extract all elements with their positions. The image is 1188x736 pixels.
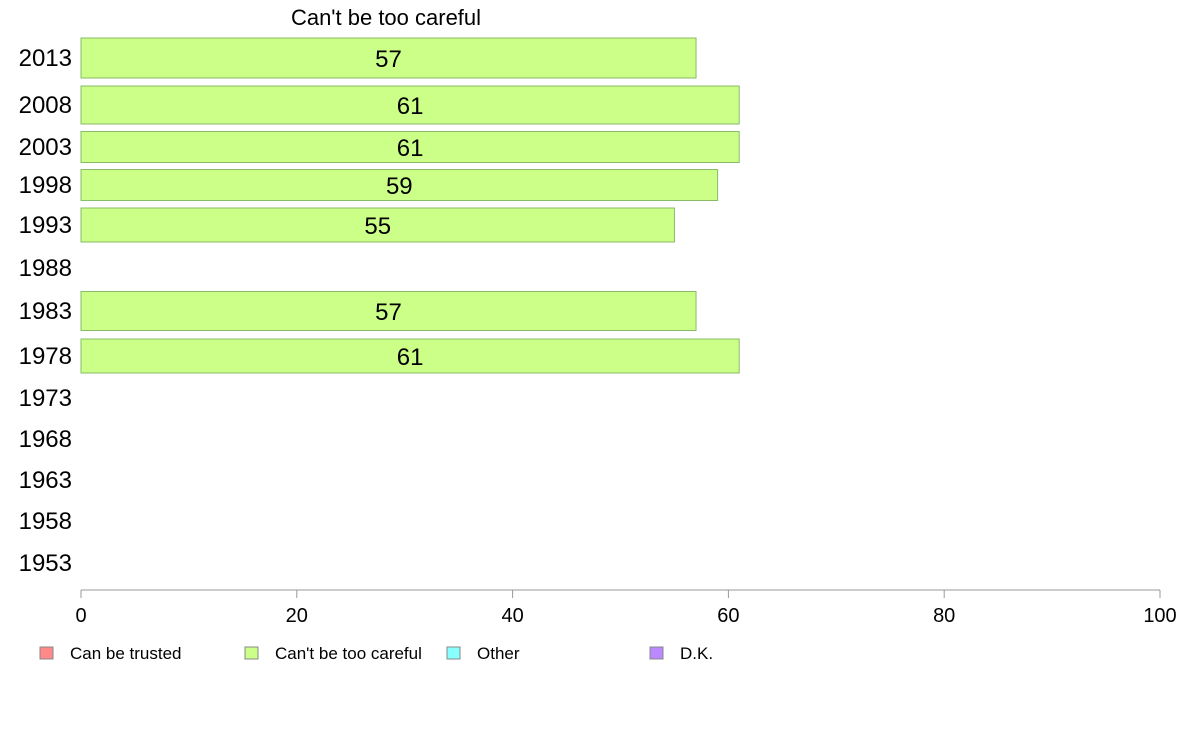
legend: Can be trusted Can't be too careful Other D… — [39, 644, 713, 663]
bars: 57 61 61 59 55 57 61 — [80, 37, 740, 374]
y-tick-label: 1973 — [19, 385, 72, 412]
bar — [80, 85, 740, 125]
legend-swatch — [649, 646, 664, 660]
legend-swatch — [244, 646, 259, 660]
y-tick-label: 2008 — [19, 92, 72, 119]
x-tick-label: 60 — [717, 605, 739, 627]
y-tick-label: 1958 — [19, 508, 72, 535]
chart-title: Can't be too careful — [291, 5, 481, 30]
x-tick-label: 40 — [501, 605, 523, 627]
bar-value-label: 61 — [397, 93, 424, 120]
legend-label: Other — [477, 644, 520, 663]
legend-label: D.K. — [680, 644, 713, 663]
bar — [80, 131, 740, 163]
y-tick-label: 2013 — [19, 45, 72, 72]
y-tick-label: 2003 — [19, 134, 72, 161]
y-tick-label: 1953 — [19, 550, 72, 577]
bar-value-label: 59 — [386, 173, 413, 200]
bar — [80, 169, 719, 201]
legend-label: Can't be too careful — [275, 644, 422, 663]
legend-swatch — [446, 646, 461, 660]
x-tick-label: 20 — [286, 605, 308, 627]
y-axis-labels: 2013 2008 2003 1998 1993 1988 1983 1978 1973 1968… — [19, 45, 72, 577]
bar — [80, 291, 697, 331]
bar-value-label: 61 — [397, 135, 424, 162]
x-tick-label: 80 — [933, 605, 955, 627]
y-tick-label: 1968 — [19, 426, 72, 453]
legend-swatch — [39, 646, 54, 660]
y-tick-label: 1963 — [19, 467, 72, 494]
legend-label: Can be trusted — [70, 644, 182, 663]
y-tick-label: 1983 — [19, 298, 72, 325]
y-tick-label: 1998 — [19, 172, 72, 199]
y-tick-label: 1988 — [19, 255, 72, 282]
bar — [80, 207, 675, 243]
bar — [80, 338, 740, 374]
bar — [80, 37, 697, 79]
x-tick-label: 0 — [75, 605, 86, 627]
bar-value-label: 55 — [364, 213, 391, 240]
bar-value-label: 57 — [375, 299, 402, 326]
y-tick-label: 1978 — [19, 343, 72, 370]
x-axis: 0 20 40 60 80 100 — [75, 589, 1177, 627]
y-tick-label: 1993 — [19, 212, 72, 239]
bar-value-label: 61 — [397, 344, 424, 371]
bar-value-label: 57 — [375, 46, 402, 73]
x-tick-label: 100 — [1143, 605, 1176, 627]
